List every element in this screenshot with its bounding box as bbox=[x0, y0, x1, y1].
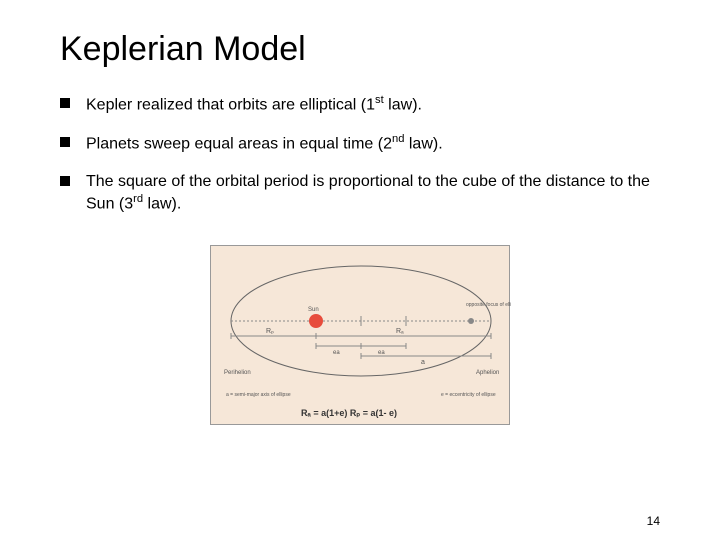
diagram-svg: Perihelion Aphelion Sun Rₚ Rₐ ea ea a op… bbox=[211, 246, 511, 426]
page-number: 14 bbox=[647, 514, 660, 528]
aphelion-label: Aphelion bbox=[476, 370, 499, 376]
ea1-label: ea bbox=[333, 350, 340, 356]
diagram-container: Perihelion Aphelion Sun Rₚ Rₐ ea ea a op… bbox=[60, 245, 660, 425]
sun-marker bbox=[309, 314, 323, 328]
slide: Keplerian Model Kepler realized that orb… bbox=[0, 0, 720, 540]
perihelion-label: Perihelion bbox=[224, 370, 251, 376]
bullet-pre: Kepler realized that orbits are elliptic… bbox=[86, 96, 375, 113]
bullet-text: Planets sweep equal areas in equal time … bbox=[86, 132, 660, 155]
square-bullet-icon bbox=[60, 98, 70, 108]
square-bullet-icon bbox=[60, 176, 70, 186]
list-item: Planets sweep equal areas in equal time … bbox=[60, 132, 660, 155]
formula-label: Rₐ = a(1+e) Rₚ = a(1- e) bbox=[301, 408, 397, 418]
eccentricity-label: e = eccentricity of ellipse bbox=[441, 392, 496, 398]
opposite-focus-text: opposite focus of ellipse bbox=[466, 302, 511, 308]
bullet-text: Kepler realized that orbits are elliptic… bbox=[86, 93, 660, 116]
bullet-sup: rd bbox=[133, 193, 143, 205]
sun-label: Sun bbox=[308, 307, 319, 313]
bullet-post: law). bbox=[143, 196, 181, 213]
planet-marker bbox=[468, 318, 474, 324]
rp-label: Rₚ bbox=[266, 328, 274, 335]
bullet-sup: st bbox=[375, 94, 384, 106]
bullet-pre: Planets sweep equal areas in equal time … bbox=[86, 135, 392, 152]
bullet-text: The square of the orbital period is prop… bbox=[86, 171, 660, 216]
list-item: The square of the orbital period is prop… bbox=[60, 171, 660, 216]
opposite-focus-label: opposite focus of ellipse bbox=[466, 302, 511, 308]
bullet-post: law). bbox=[404, 135, 442, 152]
list-item: Kepler realized that orbits are elliptic… bbox=[60, 93, 660, 116]
ea2-label: ea bbox=[378, 350, 385, 356]
a-label: a bbox=[421, 359, 425, 366]
semi-major-label: a = semi-major axis of ellipse bbox=[226, 392, 291, 398]
bullet-sup: nd bbox=[392, 133, 404, 145]
bullet-list: Kepler realized that orbits are elliptic… bbox=[60, 93, 660, 215]
ellipse-diagram: Perihelion Aphelion Sun Rₚ Rₐ ea ea a op… bbox=[210, 245, 510, 425]
ra-label: Rₐ bbox=[396, 328, 404, 335]
square-bullet-icon bbox=[60, 137, 70, 147]
page-title: Keplerian Model bbox=[60, 30, 660, 69]
bullet-post: law). bbox=[384, 96, 422, 113]
